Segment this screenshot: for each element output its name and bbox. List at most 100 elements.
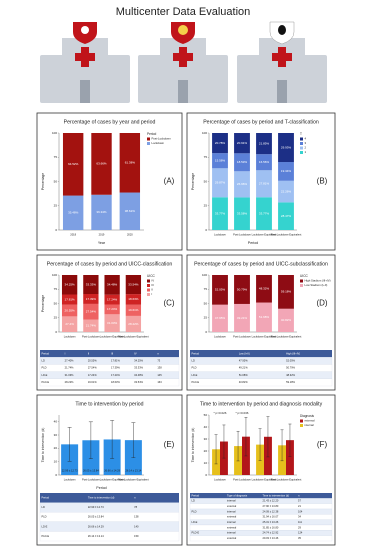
table-cell: 31.94 ± 16.07	[263, 515, 279, 519]
annotation: * p=0.036	[236, 411, 249, 415]
table-cell: 52.05%	[286, 358, 295, 362]
legend-swatch	[147, 293, 150, 296]
data-label: 63.66%	[96, 162, 107, 166]
legend-swatch	[147, 288, 150, 292]
data-label: 26.14 ± 13.14	[125, 469, 141, 473]
x-tick-label: Lockdown-Equivalent	[100, 478, 125, 482]
y-tick-label: 20	[54, 446, 58, 450]
table-cell: 19.61%	[88, 380, 97, 384]
table-cell: 111	[298, 520, 302, 524]
table-cell: 34	[298, 515, 301, 519]
x-tick-label: 2019	[99, 233, 105, 237]
table-cell: internal	[227, 520, 236, 524]
bar-segment	[83, 275, 99, 294]
table-cell: 18.63%	[111, 380, 120, 384]
y-tick-label: 0	[55, 228, 57, 232]
y-axis-label: Time to intervention (d)	[41, 428, 45, 463]
data-label: 52.05%	[215, 288, 226, 292]
table-cell: 31.85 ± 16.80	[263, 525, 279, 529]
y-tick-label: 40	[204, 425, 208, 429]
table-header: Type of diagnosis	[227, 493, 248, 497]
table-cell: external	[227, 504, 237, 508]
data-label: 18.53%	[237, 160, 248, 164]
table-header: Period	[42, 351, 50, 355]
y-tick-label: 0	[205, 473, 207, 477]
legend-title: Diagnosis	[300, 414, 314, 418]
data-label: 21.85%	[259, 141, 270, 145]
bar-segment	[83, 319, 99, 332]
data-label: 38.62%	[125, 209, 136, 213]
data-label: 59.18%	[281, 290, 292, 294]
data-label: 28.47%	[281, 214, 292, 218]
table-row-bg	[189, 508, 333, 515]
panel-label: (E)	[164, 440, 175, 449]
data-label: 31.03%	[107, 321, 118, 325]
legend-title: UICC	[300, 274, 308, 278]
table-header: Period	[192, 351, 200, 355]
table-row-bg	[189, 524, 333, 531]
table-cell: PLD-E	[192, 531, 200, 535]
table-cell: internal	[227, 509, 236, 513]
data-label: 19.34%	[281, 169, 292, 173]
legend-label: 2	[305, 146, 307, 150]
table-cell: 73	[157, 358, 160, 362]
bar-segment	[234, 171, 250, 198]
table-cell: LD-E	[42, 373, 48, 377]
legend-swatch	[300, 284, 303, 287]
table-cell: 78	[134, 505, 137, 509]
table-cell: external	[227, 536, 237, 540]
hospital	[40, 22, 130, 103]
bar-segment	[61, 316, 78, 332]
y-axis-label: Percentage	[41, 173, 45, 190]
data-label: 47.95%	[215, 316, 226, 320]
legend-swatch	[147, 137, 150, 141]
bar-segment	[212, 133, 228, 154]
legend-swatch	[300, 137, 303, 141]
table-cell: external	[227, 515, 237, 519]
y-tick-label: 25	[204, 204, 208, 208]
x-tick-label: Lockdown	[64, 478, 76, 482]
table-cell: 159	[134, 534, 139, 538]
table-cell: 104	[298, 509, 303, 513]
bar-segment	[104, 294, 120, 305]
bar-segment	[83, 293, 99, 304]
data-label: 17.24%	[107, 297, 118, 301]
table-cell: 140	[134, 524, 139, 528]
table-cell: 27.90 ± 13.80	[263, 504, 279, 508]
data-label: 28.22%	[128, 322, 139, 326]
bar-segment	[62, 195, 84, 230]
table-row-bg	[189, 371, 333, 379]
x-tick-label: Post-Lockdown	[233, 233, 251, 237]
legend-title: UICC	[147, 274, 155, 278]
bar-segment	[61, 304, 78, 317]
y-tick-label: 50	[204, 301, 208, 305]
legend-swatch	[300, 419, 303, 423]
bar-segment	[234, 153, 250, 172]
bar-segment	[234, 197, 250, 230]
y-tick-label: 10	[204, 461, 208, 465]
table-cell: 59.18%	[286, 380, 295, 384]
table-cell: 27.40%	[65, 358, 74, 362]
y-axis-label: Time to intervention (d)	[191, 428, 195, 463]
data-label: 21.74%	[86, 324, 97, 328]
x-tick-label: Lockdown-Equivalent	[252, 335, 277, 339]
x-tick-label: 2018	[70, 233, 76, 237]
data-label: 34.25%	[65, 283, 76, 287]
table-row-bg	[39, 378, 180, 387]
table-header: Period	[42, 495, 50, 499]
table-header-bg	[190, 350, 332, 358]
bar-segment	[278, 180, 294, 203]
table-header: III	[111, 351, 113, 355]
panel-frame	[186, 112, 336, 251]
x-tick-label: Post-Lockdown-Equivalent	[271, 233, 302, 237]
bar-segment	[256, 133, 272, 155]
bar-segment	[61, 274, 78, 295]
legend-title: Period	[147, 132, 156, 136]
bar-segment	[212, 275, 228, 305]
data-label: 20.55%	[65, 308, 76, 312]
table-row-bg	[189, 519, 333, 526]
table-cell: 21.43 ± 12.20	[263, 499, 279, 503]
data-label: 27.54%	[86, 310, 97, 314]
table-cell: 26.05 ± 13.84	[88, 515, 104, 519]
data-label: 61.38%	[125, 161, 136, 165]
